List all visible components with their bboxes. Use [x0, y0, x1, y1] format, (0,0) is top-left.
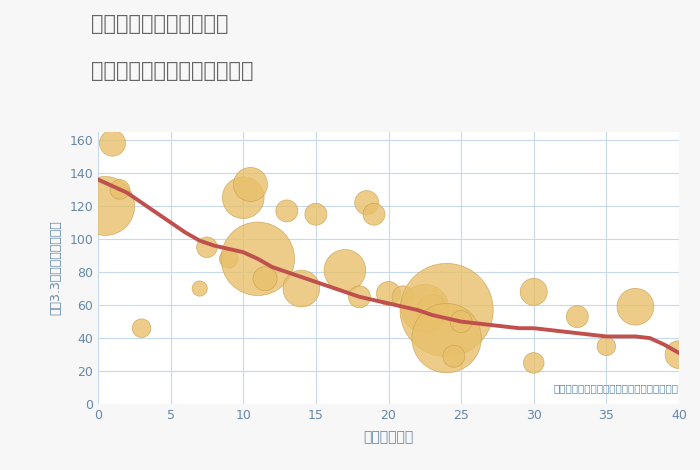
Point — [456, 318, 467, 325]
Point — [260, 275, 271, 282]
Point — [528, 288, 539, 296]
Point — [281, 207, 293, 215]
Point — [245, 180, 256, 188]
Point — [572, 313, 583, 321]
Point — [419, 305, 430, 312]
Point — [368, 211, 379, 218]
Point — [114, 186, 125, 193]
Point — [361, 199, 372, 206]
Point — [107, 140, 118, 147]
Point — [354, 293, 365, 301]
Point — [202, 243, 213, 251]
Point — [398, 293, 409, 301]
Point — [296, 285, 307, 292]
Point — [252, 255, 263, 263]
Point — [441, 334, 452, 342]
Y-axis label: 坪（3.3㎡）単価（万円）: 坪（3.3㎡）単価（万円） — [49, 220, 62, 315]
Point — [630, 303, 641, 311]
Text: 築年数別中古マンション価格: 築年数別中古マンション価格 — [91, 61, 253, 81]
Point — [194, 285, 205, 292]
X-axis label: 築年数（年）: 築年数（年） — [363, 431, 414, 445]
Point — [99, 202, 111, 210]
Text: 円の大きさは、取引のあった物件面積を示す: 円の大きさは、取引のあった物件面積を示す — [554, 384, 679, 393]
Point — [383, 290, 394, 297]
Point — [528, 359, 539, 367]
Point — [426, 306, 438, 314]
Point — [673, 351, 685, 359]
Point — [223, 255, 235, 263]
Point — [601, 343, 612, 350]
Point — [441, 306, 452, 314]
Text: 奈良県奈良市大和田町の: 奈良県奈良市大和田町の — [91, 14, 228, 34]
Point — [448, 352, 459, 360]
Point — [340, 266, 351, 274]
Point — [310, 211, 321, 218]
Point — [136, 324, 147, 332]
Point — [237, 194, 249, 202]
